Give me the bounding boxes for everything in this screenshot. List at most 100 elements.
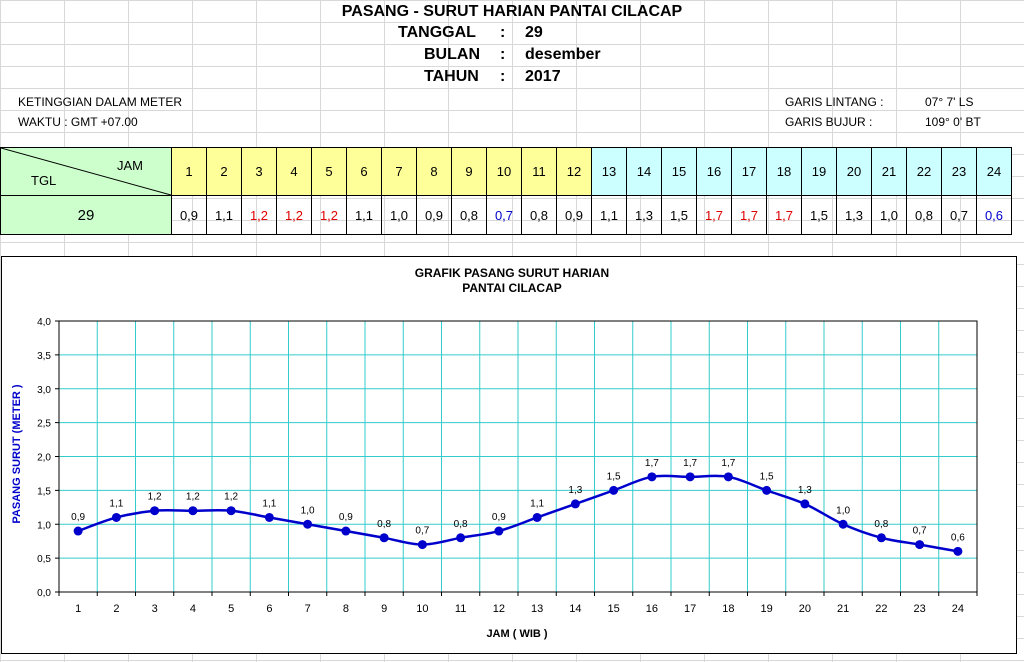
x-tick-label: 13 bbox=[531, 603, 543, 615]
page-title: PASANG - SURUT HARIAN PANTAI CILACAP bbox=[341, 3, 683, 20]
data-label: 1,5 bbox=[760, 471, 774, 482]
data-point bbox=[762, 485, 772, 495]
hour-cell: 1 bbox=[171, 147, 207, 196]
data-label: 1,1 bbox=[262, 498, 276, 509]
value-cell: 1,0 bbox=[381, 195, 417, 235]
x-tick-label: 7 bbox=[305, 603, 311, 615]
x-tick-label: 12 bbox=[493, 603, 505, 615]
tide-table: JAM TGL 1 2 3 4 5 6 7 8 9 10 11 12 13 14… bbox=[0, 147, 1012, 235]
bulan-sep: : bbox=[500, 46, 506, 63]
data-point bbox=[953, 546, 963, 556]
data-point bbox=[303, 519, 313, 529]
hour-cell: 2 bbox=[206, 147, 242, 196]
value-cell: 0,8 bbox=[521, 195, 557, 235]
tide-chart: GRAFIK PASANG SURUT HARIAN PANTAI CILACA… bbox=[11, 266, 978, 640]
data-point bbox=[111, 512, 121, 522]
hours-row: JAM TGL 1 2 3 4 5 6 7 8 9 10 11 12 13 14… bbox=[0, 147, 1012, 196]
x-tick-label: 23 bbox=[914, 603, 926, 615]
data-point bbox=[341, 526, 351, 536]
hour-cell: 20 bbox=[836, 147, 872, 196]
hour-cell: 18 bbox=[766, 147, 802, 196]
data-point bbox=[723, 472, 733, 482]
data-label: 1,1 bbox=[530, 498, 544, 509]
x-tick-label: 14 bbox=[569, 603, 581, 615]
hour-cell: 16 bbox=[696, 147, 732, 196]
data-label: 1,0 bbox=[836, 505, 850, 516]
value-cell: 0,9 bbox=[171, 195, 207, 235]
x-tick-label: 21 bbox=[837, 603, 849, 615]
latitude-label: GARIS LINTANG : bbox=[785, 95, 884, 109]
date-cell: 29 bbox=[0, 195, 172, 235]
hour-cell: 9 bbox=[451, 147, 487, 196]
y-tick-label: 3,5 bbox=[37, 351, 51, 362]
data-label: 0,9 bbox=[71, 512, 85, 523]
value-cell: 1,1 bbox=[346, 195, 382, 235]
value-cell: 0,7 bbox=[486, 195, 522, 235]
data-label: 0,9 bbox=[339, 512, 353, 523]
data-label: 1,0 bbox=[301, 505, 315, 516]
data-label: 1,5 bbox=[607, 471, 621, 482]
x-tick-label: 18 bbox=[722, 603, 734, 615]
chart-subtitle: PANTAI CILACAP bbox=[462, 281, 562, 295]
data-point bbox=[264, 512, 274, 522]
x-tick-label: 5 bbox=[228, 603, 234, 615]
data-label: 0,9 bbox=[492, 512, 506, 523]
x-tick-label: 19 bbox=[761, 603, 773, 615]
tanggal-value: 29 bbox=[525, 24, 543, 41]
hour-cell: 7 bbox=[381, 147, 417, 196]
value-cell: 1,1 bbox=[591, 195, 627, 235]
value-cell: 1,1 bbox=[206, 195, 242, 235]
y-tick-label: 2,5 bbox=[37, 419, 51, 430]
latitude-value: 07° 7' LS bbox=[925, 95, 974, 109]
tanggal-label: TANGGAL bbox=[398, 24, 476, 41]
time-zone-note: WAKTU : GMT +07.00 bbox=[18, 115, 138, 129]
data-point bbox=[915, 540, 925, 550]
data-point bbox=[494, 526, 504, 536]
x-tick-label: 17 bbox=[684, 603, 696, 615]
data-point bbox=[188, 506, 198, 516]
height-unit-note: KETINGGIAN DALAM METER bbox=[18, 95, 183, 109]
y-tick-label: 3,0 bbox=[37, 385, 51, 396]
bulan-value: desember bbox=[525, 46, 601, 63]
x-tick-label: 9 bbox=[381, 603, 387, 615]
data-point bbox=[417, 540, 427, 550]
data-label: 1,3 bbox=[798, 485, 812, 496]
data-point bbox=[800, 499, 810, 509]
hour-cell: 22 bbox=[906, 147, 942, 196]
y-axis-label: PASANG SURUT (METER ) bbox=[11, 384, 23, 523]
value-cell: 1,5 bbox=[661, 195, 697, 235]
hour-cell: 23 bbox=[941, 147, 977, 196]
values-row: 29 0,9 1,1 1,2 1,2 1,2 1,1 1,0 0,9 0,8 0… bbox=[0, 195, 1012, 235]
x-tick-label: 6 bbox=[266, 603, 272, 615]
value-cell: 1,7 bbox=[731, 195, 767, 235]
value-cell: 0,8 bbox=[906, 195, 942, 235]
data-label: 1,2 bbox=[224, 492, 238, 503]
y-tick-label: 1,0 bbox=[37, 520, 51, 531]
data-point bbox=[150, 506, 160, 516]
hour-cell: 8 bbox=[416, 147, 452, 196]
data-label: 0,8 bbox=[377, 519, 391, 530]
data-point bbox=[456, 533, 466, 543]
plot-border bbox=[58, 320, 978, 593]
hour-cell: 13 bbox=[591, 147, 627, 196]
x-tick-label: 1 bbox=[75, 603, 81, 615]
data-point bbox=[570, 499, 580, 509]
hour-cell: 11 bbox=[521, 147, 557, 196]
data-label: 1,1 bbox=[109, 498, 123, 509]
value-cell: 1,2 bbox=[276, 195, 312, 235]
x-tick-label: 2 bbox=[113, 603, 119, 615]
y-tick-label: 1,5 bbox=[37, 486, 51, 497]
data-point bbox=[647, 472, 657, 482]
hour-cell: 14 bbox=[626, 147, 662, 196]
y-tick-label: 4,0 bbox=[37, 317, 51, 328]
corner-cell: JAM TGL bbox=[0, 147, 172, 196]
value-cell: 0,7 bbox=[941, 195, 977, 235]
x-tick-label: 15 bbox=[608, 603, 620, 615]
data-label: 0,8 bbox=[454, 519, 468, 530]
y-tick-label: 2,0 bbox=[37, 453, 51, 464]
hour-cell: 3 bbox=[241, 147, 277, 196]
data-label: 1,2 bbox=[148, 492, 162, 503]
hour-cell: 15 bbox=[661, 147, 697, 196]
data-point bbox=[226, 506, 236, 516]
hour-cell: 5 bbox=[311, 147, 347, 196]
